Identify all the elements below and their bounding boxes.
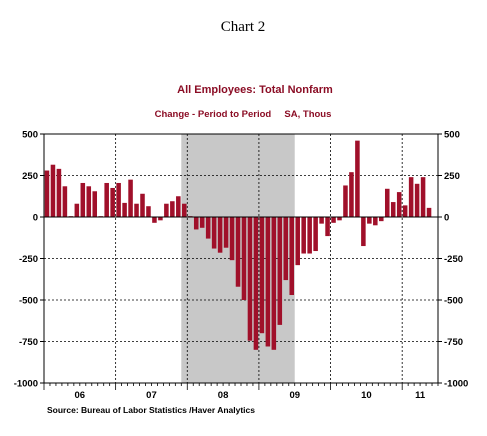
bar <box>337 217 342 221</box>
y-tick-label-right: -500 <box>444 296 463 307</box>
bar <box>307 217 312 254</box>
bar <box>199 217 205 228</box>
bar <box>80 182 86 217</box>
bar <box>247 217 253 341</box>
bar <box>384 188 390 217</box>
bar <box>164 203 169 217</box>
bar <box>301 217 306 254</box>
bar <box>379 217 384 222</box>
bar <box>140 193 145 217</box>
y-tick-label-left: -750 <box>19 337 38 348</box>
bar <box>116 182 121 217</box>
bar <box>414 183 420 217</box>
bar <box>92 191 98 217</box>
y-tick-label-left: 0 <box>33 213 38 224</box>
chart-title: All Employees: Total Nonfarm <box>177 84 333 96</box>
y-tick-label-left: 500 <box>22 130 38 141</box>
bar <box>271 217 277 350</box>
gridlines-layer <box>44 134 438 383</box>
chart-subtitle: Change - Period to Period SA, Thous <box>155 109 332 120</box>
bar <box>343 185 348 217</box>
bar <box>420 177 426 217</box>
bar <box>62 186 68 217</box>
axes-layer <box>40 133 442 390</box>
y-tick-label-right: -250 <box>444 254 463 265</box>
bar <box>355 140 360 217</box>
bar <box>349 172 354 217</box>
bar <box>390 202 396 217</box>
x-tick-label: 09 <box>289 390 300 401</box>
bar <box>373 217 378 226</box>
bars-layer <box>44 140 432 350</box>
x-tick-label: 11 <box>415 390 426 401</box>
bar <box>110 187 115 217</box>
bar <box>277 217 283 325</box>
bar <box>235 217 241 287</box>
bar <box>176 196 181 217</box>
bar <box>253 217 259 350</box>
bar <box>86 186 92 217</box>
bar <box>74 203 80 217</box>
bar <box>361 217 366 247</box>
bar <box>152 217 157 223</box>
x-tick-label: 07 <box>146 390 157 401</box>
bar <box>211 217 217 249</box>
bar <box>44 170 50 217</box>
y-tick-label-left: -250 <box>19 254 38 265</box>
bar <box>367 217 372 224</box>
y-tick-label-right: 250 <box>444 171 460 182</box>
bar <box>104 182 109 217</box>
x-tick-label: 10 <box>361 390 372 401</box>
y-tick-label-right: 500 <box>444 130 460 141</box>
x-tick-label: 08 <box>218 390 229 401</box>
bar <box>223 217 229 248</box>
bar <box>56 168 62 217</box>
y-tick-label-right: 0 <box>444 213 449 224</box>
bar <box>193 217 199 230</box>
bar <box>170 201 175 217</box>
bar <box>182 203 187 217</box>
bar <box>50 164 56 217</box>
x-tick-label: 06 <box>75 390 86 401</box>
bar <box>396 192 402 217</box>
bar <box>331 217 336 223</box>
bar <box>313 217 318 252</box>
bar <box>241 217 247 300</box>
bar <box>128 179 133 217</box>
bar <box>319 217 324 224</box>
bar <box>289 217 295 296</box>
y-tick-label-left: -1000 <box>14 379 38 390</box>
bar <box>146 206 151 217</box>
y-tick-label-right: -1000 <box>444 379 468 390</box>
source-note: Source: Bureau of Labor Statistics /Have… <box>47 405 255 415</box>
bar <box>295 217 300 266</box>
tick-labels-layer: 500 500 250 250 0 0 -250 -250 -500 -500 -750 -750 -1… <box>14 130 469 402</box>
bar <box>408 177 414 217</box>
bar <box>134 203 139 217</box>
bar <box>217 217 223 253</box>
page-heading: Chart 2 <box>221 19 266 35</box>
bar <box>229 217 235 261</box>
bar <box>158 217 163 221</box>
bar <box>265 217 271 347</box>
bar <box>283 217 289 281</box>
y-tick-label-right: -750 <box>444 337 463 348</box>
bar <box>402 205 408 217</box>
y-tick-label-left: -500 <box>19 296 38 307</box>
bar <box>122 202 127 217</box>
bar <box>325 217 330 237</box>
bar <box>426 207 432 217</box>
bar <box>259 217 265 334</box>
bar <box>205 217 211 239</box>
y-tick-label-left: 250 <box>22 171 38 182</box>
